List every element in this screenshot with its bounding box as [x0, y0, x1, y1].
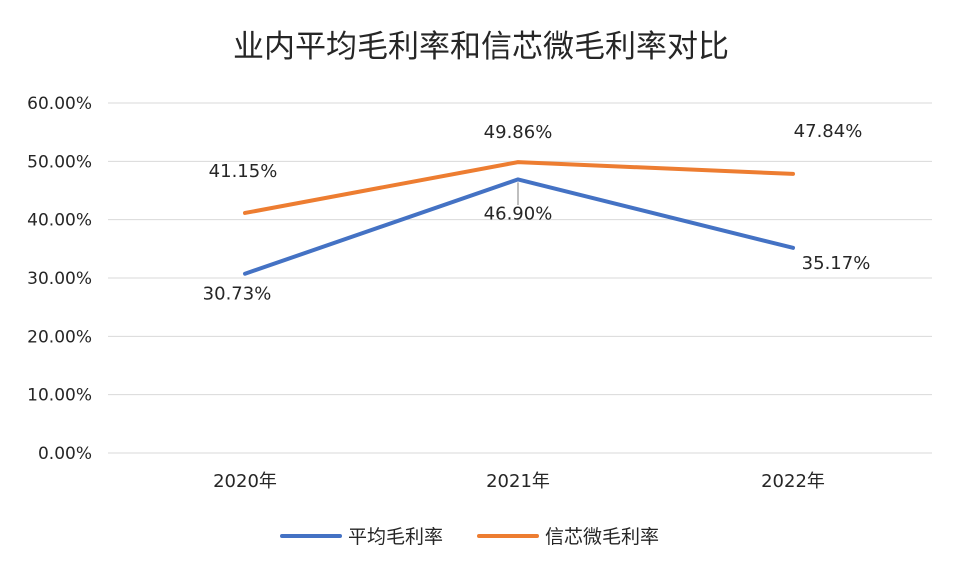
data-label: 46.90% [484, 203, 553, 224]
series-line-0 [243, 177, 795, 276]
series-lines [243, 160, 795, 276]
x-tick-label: 2020年 [213, 471, 277, 492]
y-tick-label: 10.00% [27, 386, 92, 406]
y-tick-label: 50.00% [27, 152, 92, 172]
y-tick-label: 20.00% [27, 327, 92, 347]
data-label: 49.86% [484, 122, 553, 143]
y-tick-label: 60.00% [27, 94, 92, 114]
y-axis-tick-labels: 0.00% 10.00% 20.00% 30.00% 40.00% 50.00% 60.00… [27, 94, 92, 464]
data-label: 41.15% [209, 161, 278, 182]
legend-label: 信芯微毛利率 [545, 526, 659, 548]
data-label: 47.84% [794, 121, 863, 142]
x-axis-tick-labels: 2020年 2021年 2022年 [213, 471, 825, 492]
data-label: 30.73% [203, 284, 272, 305]
chart-title: 业内平均毛利率和信芯微毛利率对比 [233, 29, 729, 65]
series-line-1 [243, 160, 795, 215]
y-tick-label: 0.00% [38, 444, 92, 464]
data-labels: 30.73% 46.90% 35.17% 41.15% 49.86% 47.84% [203, 121, 871, 305]
x-tick-label: 2022年 [761, 471, 825, 492]
legend-label: 平均毛利率 [348, 526, 443, 548]
data-label: 35.17% [802, 253, 871, 274]
gridlines [108, 102, 932, 454]
y-tick-label: 30.00% [27, 269, 92, 289]
y-tick-label: 40.00% [27, 211, 92, 231]
x-tick-label: 2021年 [486, 471, 550, 492]
legend: 平均毛利率 信芯微毛利率 [280, 526, 659, 548]
